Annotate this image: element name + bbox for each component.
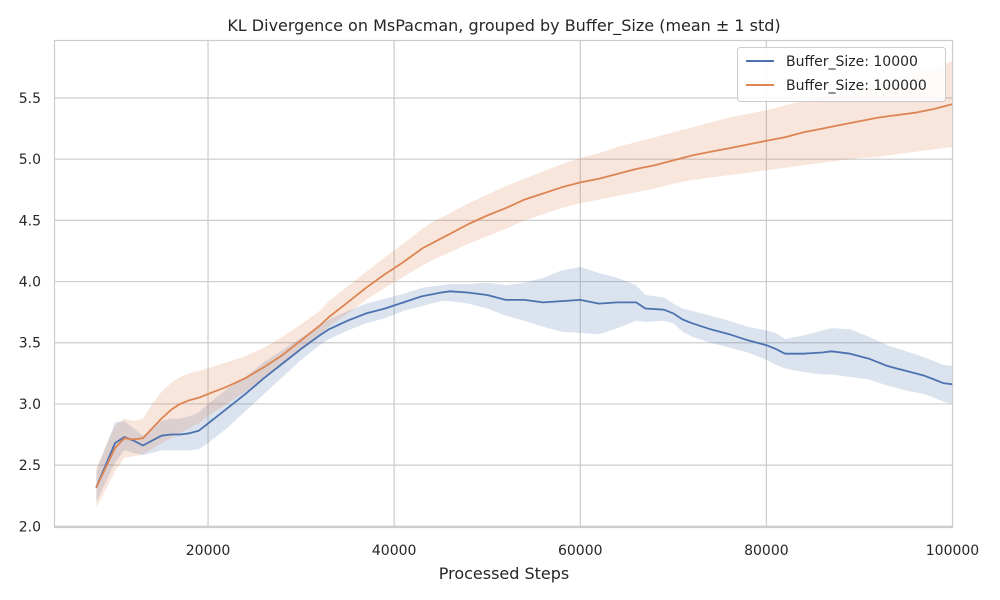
legend-label-buffer-10000: Buffer_Size: 10000 xyxy=(786,54,918,70)
std-band-series-0 xyxy=(96,266,953,502)
x-tick-labels: 20000 40000 60000 80000 100000 xyxy=(186,543,979,559)
x-tick-label: 40000 xyxy=(372,543,417,559)
plot-frame xyxy=(53,39,954,529)
y-tick-label: 4.5 xyxy=(19,213,41,229)
std-band-series-1 xyxy=(96,61,953,508)
std-bands xyxy=(96,61,953,508)
x-tick-label: 60000 xyxy=(558,543,603,559)
x-tick-label: 20000 xyxy=(186,543,231,559)
y-tick-label: 3.5 xyxy=(19,336,41,352)
legend: Buffer_Size: 10000 Buffer_Size: 100000 xyxy=(737,47,946,102)
y-tick-label: 2.5 xyxy=(19,458,41,474)
y-tick-label: 5.5 xyxy=(19,91,41,107)
x-tick-label: 80000 xyxy=(744,543,789,559)
y-tick-labels: 2.0 2.5 3.0 3.5 4.0 4.5 5.0 5.5 xyxy=(19,91,41,535)
x-tick-label: 100000 xyxy=(926,543,979,559)
y-tick-label: 5.0 xyxy=(19,152,41,168)
grid xyxy=(54,40,953,528)
y-tick-label: 4.0 xyxy=(19,275,41,291)
legend-box xyxy=(737,47,946,102)
mean-line-series-0 xyxy=(95,290,954,489)
x-axis-title: Processed Steps xyxy=(439,564,570,583)
y-tick-label: 2.0 xyxy=(19,519,41,535)
mean-line-series-1 xyxy=(95,103,954,489)
chart-title: KL Divergence on MsPacman, grouped by Bu… xyxy=(227,16,780,36)
series-lines xyxy=(95,103,954,489)
legend-label-buffer-100000: Buffer_Size: 100000 xyxy=(786,78,927,94)
y-tick-label: 3.0 xyxy=(19,397,41,413)
